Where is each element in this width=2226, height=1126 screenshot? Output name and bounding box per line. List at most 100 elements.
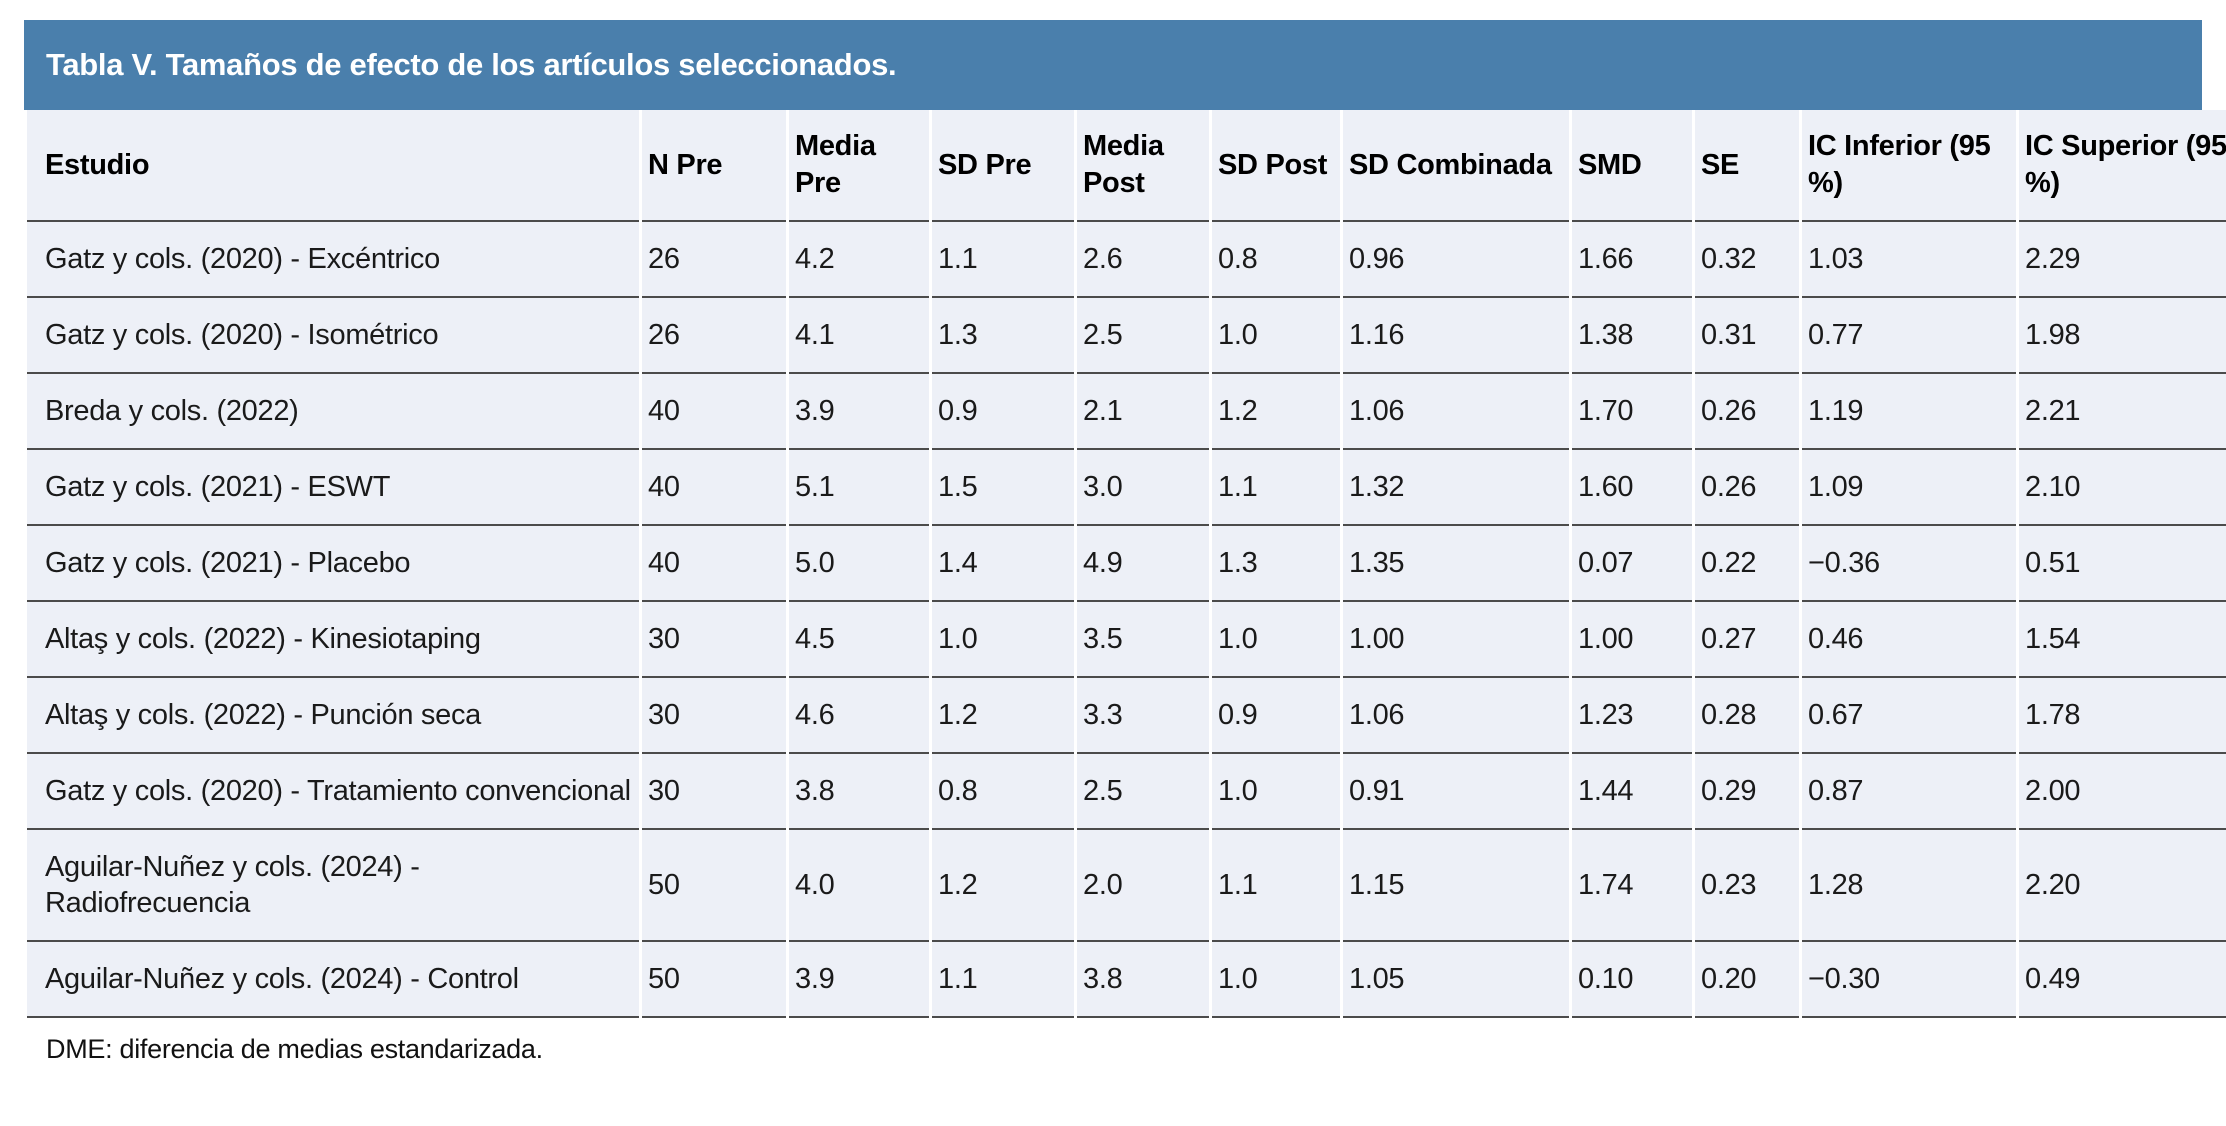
cell-ic-inferior: 0.87	[1802, 754, 2016, 830]
cell-estudio: Breda y cols. (2022)	[27, 374, 639, 450]
cell-sd-pre: 1.0	[932, 602, 1074, 678]
cell-media-pre: 3.9	[789, 374, 929, 450]
cell-se: 0.29	[1695, 754, 1799, 830]
cell-se: 0.27	[1695, 602, 1799, 678]
cell-media-pre: 5.0	[789, 526, 929, 602]
cell-media-pre: 3.9	[789, 942, 929, 1018]
cell-smd: 1.70	[1572, 374, 1692, 450]
cell-media-pre: 4.5	[789, 602, 929, 678]
cell-sd-pre: 1.1	[932, 222, 1074, 298]
cell-smd: 0.10	[1572, 942, 1692, 1018]
cell-sd-post: 1.0	[1212, 942, 1340, 1018]
cell-ic-inferior: 1.09	[1802, 450, 2016, 526]
cell-smd: 1.60	[1572, 450, 1692, 526]
cell-sd-post: 1.2	[1212, 374, 1340, 450]
cell-sd-pre: 1.4	[932, 526, 1074, 602]
cell-media-post: 3.3	[1077, 678, 1209, 754]
cell-sd-pre: 1.3	[932, 298, 1074, 374]
table-row: Altaş y cols. (2022) - Kinesiotaping 30 …	[27, 602, 2226, 678]
cell-sd-combinada: 0.96	[1343, 222, 1569, 298]
cell-media-pre: 4.0	[789, 830, 929, 942]
cell-media-pre: 5.1	[789, 450, 929, 526]
cell-n-pre: 26	[642, 298, 786, 374]
cell-n-pre: 40	[642, 526, 786, 602]
cell-se: 0.23	[1695, 830, 1799, 942]
cell-smd: 1.00	[1572, 602, 1692, 678]
cell-smd: 0.07	[1572, 526, 1692, 602]
cell-sd-pre: 0.9	[932, 374, 1074, 450]
cell-ic-superior: 2.00	[2019, 754, 2226, 830]
cell-estudio: Altaş y cols. (2022) - Kinesiotaping	[27, 602, 639, 678]
effect-sizes-table: Estudio N Pre Media Pre SD Pre Media Pos…	[24, 110, 2226, 1018]
table-row: Aguilar-Nuñez y cols. (2024) - Control 5…	[27, 942, 2226, 1018]
cell-sd-combinada: 1.16	[1343, 298, 1569, 374]
cell-n-pre: 30	[642, 754, 786, 830]
cell-media-post: 3.0	[1077, 450, 1209, 526]
table-title: Tabla V. Tamaños de efecto de los artícu…	[46, 47, 897, 82]
col-header-media-pre: Media Pre	[789, 110, 929, 222]
cell-estudio: Gatz y cols. (2020) - Isométrico	[27, 298, 639, 374]
cell-media-post: 3.8	[1077, 942, 1209, 1018]
cell-media-post: 2.6	[1077, 222, 1209, 298]
cell-n-pre: 26	[642, 222, 786, 298]
cell-n-pre: 40	[642, 450, 786, 526]
cell-sd-combinada: 1.15	[1343, 830, 1569, 942]
cell-ic-superior: 1.78	[2019, 678, 2226, 754]
cell-media-post: 2.5	[1077, 298, 1209, 374]
col-header-sd-post: SD Post	[1212, 110, 1340, 222]
cell-sd-pre: 1.1	[932, 942, 1074, 1018]
col-header-ic-superior: IC Superior (95 %)	[2019, 110, 2226, 222]
table-row: Gatz y cols. (2020) - Tratamiento conven…	[27, 754, 2226, 830]
col-header-n-pre: N Pre	[642, 110, 786, 222]
cell-sd-post: 1.3	[1212, 526, 1340, 602]
table-row: Gatz y cols. (2021) - Placebo 40 5.0 1.4…	[27, 526, 2226, 602]
cell-sd-pre: 0.8	[932, 754, 1074, 830]
cell-sd-post: 1.0	[1212, 298, 1340, 374]
cell-ic-inferior: 0.46	[1802, 602, 2016, 678]
col-header-smd: SMD	[1572, 110, 1692, 222]
cell-sd-combinada: 1.00	[1343, 602, 1569, 678]
cell-media-post: 4.9	[1077, 526, 1209, 602]
cell-media-post: 2.5	[1077, 754, 1209, 830]
cell-media-pre: 4.1	[789, 298, 929, 374]
cell-sd-pre: 1.2	[932, 678, 1074, 754]
cell-estudio: Gatz y cols. (2020) - Excéntrico	[27, 222, 639, 298]
cell-ic-inferior: −0.36	[1802, 526, 2016, 602]
cell-media-pre: 3.8	[789, 754, 929, 830]
cell-smd: 1.23	[1572, 678, 1692, 754]
cell-ic-superior: 2.21	[2019, 374, 2226, 450]
table-row: Gatz y cols. (2021) - ESWT 40 5.1 1.5 3.…	[27, 450, 2226, 526]
cell-ic-superior: 2.29	[2019, 222, 2226, 298]
cell-sd-combinada: 1.06	[1343, 374, 1569, 450]
cell-sd-post: 0.8	[1212, 222, 1340, 298]
cell-se: 0.31	[1695, 298, 1799, 374]
cell-sd-combinada: 1.05	[1343, 942, 1569, 1018]
cell-sd-pre: 1.2	[932, 830, 1074, 942]
table-row: Altaş y cols. (2022) - Punción seca 30 4…	[27, 678, 2226, 754]
cell-ic-superior: 0.49	[2019, 942, 2226, 1018]
cell-ic-superior: 0.51	[2019, 526, 2226, 602]
cell-se: 0.26	[1695, 450, 1799, 526]
table-row: Aguilar-Nuñez y cols. (2024) - Radiofrec…	[27, 830, 2226, 942]
cell-se: 0.32	[1695, 222, 1799, 298]
cell-n-pre: 40	[642, 374, 786, 450]
cell-smd: 1.44	[1572, 754, 1692, 830]
table-row: Breda y cols. (2022) 40 3.9 0.9 2.1 1.2 …	[27, 374, 2226, 450]
table-row: Gatz y cols. (2020) - Isométrico 26 4.1 …	[27, 298, 2226, 374]
cell-smd: 1.66	[1572, 222, 1692, 298]
cell-sd-post: 1.0	[1212, 602, 1340, 678]
effect-sizes-table-figure: Tabla V. Tamaños de efecto de los artícu…	[24, 20, 2226, 1065]
cell-media-post: 2.1	[1077, 374, 1209, 450]
col-header-media-post: Media Post	[1077, 110, 1209, 222]
cell-estudio: Aguilar-Nuñez y cols. (2024) - Radiofrec…	[27, 830, 639, 942]
cell-estudio: Aguilar-Nuñez y cols. (2024) - Control	[27, 942, 639, 1018]
cell-ic-inferior: 0.67	[1802, 678, 2016, 754]
cell-sd-post: 1.0	[1212, 754, 1340, 830]
cell-sd-post: 1.1	[1212, 450, 1340, 526]
cell-n-pre: 50	[642, 942, 786, 1018]
cell-media-pre: 4.6	[789, 678, 929, 754]
cell-se: 0.26	[1695, 374, 1799, 450]
cell-media-pre: 4.2	[789, 222, 929, 298]
cell-ic-inferior: −0.30	[1802, 942, 2016, 1018]
cell-ic-superior: 1.54	[2019, 602, 2226, 678]
